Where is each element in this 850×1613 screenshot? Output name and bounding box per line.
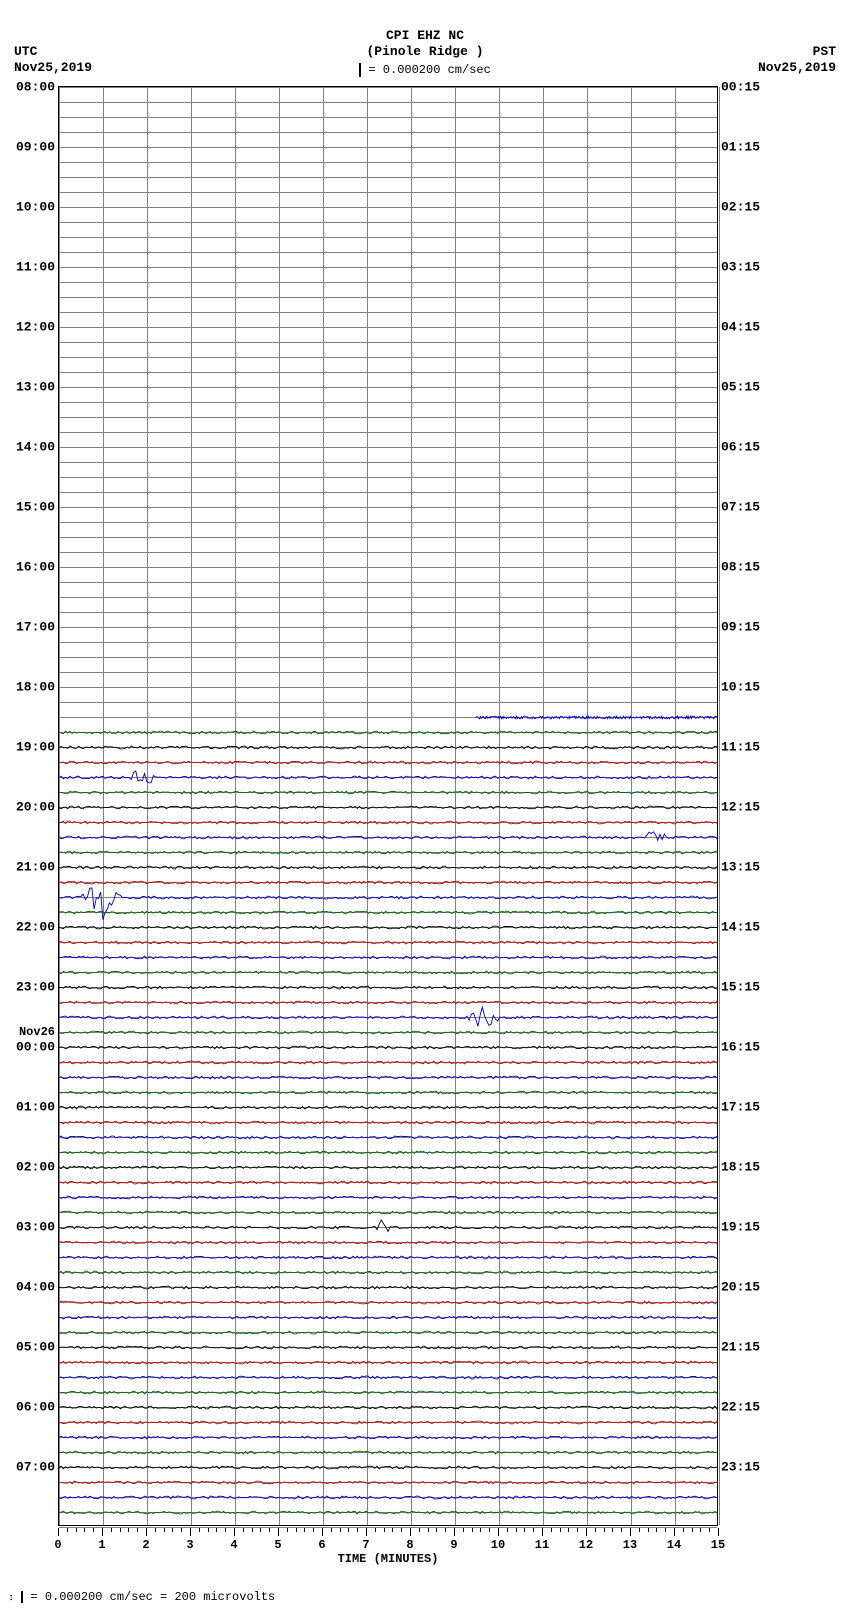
utc-time-label: 14:00 [16,440,55,455]
pst-time-label: 06:15 [721,440,760,455]
x-tick-label: 6 [318,1538,325,1552]
pst-time-label: 18:15 [721,1160,760,1175]
station-location: (Pinole Ridge ) [0,44,850,60]
x-tick-label: 14 [667,1538,681,1552]
pst-time-label: 14:15 [721,920,760,935]
utc-time-label: 02:00 [16,1160,55,1175]
utc-time-label: 03:00 [16,1220,55,1235]
utc-time-label: 21:00 [16,860,55,875]
pst-time-label: 22:15 [721,1400,760,1415]
pst-time-label: 08:15 [721,560,760,575]
utc-time-label: 08:00 [16,80,55,95]
utc-time-label: 18:00 [16,680,55,695]
utc-time-label: 16:00 [16,560,55,575]
utc-time-label: 20:00 [16,800,55,815]
x-tick-label: 3 [186,1538,193,1552]
x-tick-label: 12 [579,1538,593,1552]
utc-time-label: 19:00 [16,740,55,755]
utc-time-label: 10:00 [16,200,55,215]
pst-time-label: 11:15 [721,740,760,755]
timezone-right: PST [813,44,836,59]
x-tick-label: 15 [711,1538,725,1552]
utc-time-label: 07:00 [16,1460,55,1475]
chart-header: CPI EHZ NC (Pinole Ridge ) = 0.000200 cm… [0,0,850,77]
pst-time-label: 13:15 [721,860,760,875]
pst-time-label: 23:15 [721,1460,760,1475]
x-tick-label: 4 [230,1538,237,1552]
pst-time-label: 15:15 [721,980,760,995]
x-tick-label: 2 [142,1538,149,1552]
pst-time-label: 20:15 [721,1280,760,1295]
utc-time-label: 09:00 [16,140,55,155]
utc-time-label: 13:00 [16,380,55,395]
pst-time-label: 10:15 [721,680,760,695]
utc-time-label: 17:00 [16,620,55,635]
x-tick-label: 0 [54,1538,61,1552]
timezone-left: UTC [14,44,37,59]
pst-time-label: 02:15 [721,200,760,215]
utc-time-label: 06:00 [16,1400,55,1415]
utc-time-label: 00:00 [16,1040,55,1055]
utc-time-label: 04:00 [16,1280,55,1295]
pst-time-label: 17:15 [721,1100,760,1115]
day-change-label: Nov26 [19,1025,55,1039]
x-tick-label: 10 [491,1538,505,1552]
x-tick-label: 8 [406,1538,413,1552]
utc-time-label: 23:00 [16,980,55,995]
utc-time-label: 05:00 [16,1340,55,1355]
utc-time-label: 12:00 [16,320,55,335]
seismogram-plot: 08:0009:0010:0011:0012:0013:0014:0015:00… [58,86,718,1526]
utc-time-label: 15:00 [16,500,55,515]
pst-time-label: 01:15 [721,140,760,155]
pst-time-label: 12:15 [721,800,760,815]
pst-time-label: 05:15 [721,380,760,395]
date-right: Nov25,2019 [758,60,836,75]
pst-time-label: 19:15 [721,1220,760,1235]
header-scale-note: = 0.000200 cm/sec [0,63,850,77]
pst-time-label: 04:15 [721,320,760,335]
pst-time-label: 00:15 [721,80,760,95]
station-code: CPI EHZ NC [0,28,850,44]
pst-time-label: 16:15 [721,1040,760,1055]
pst-time-label: 21:15 [721,1340,760,1355]
x-tick-label: 1 [98,1538,105,1552]
x-tick-label: 13 [623,1538,637,1552]
pst-time-label: 09:15 [721,620,760,635]
utc-time-label: 11:00 [16,260,55,275]
x-tick-label: 7 [362,1538,369,1552]
x-tick-label: 9 [450,1538,457,1552]
x-tick-label: 11 [535,1538,549,1552]
utc-time-label: 01:00 [16,1100,55,1115]
utc-time-label: 22:00 [16,920,55,935]
pst-time-label: 03:15 [721,260,760,275]
footer-scale: ↕ = 0.000200 cm/sec = 200 microvolts [8,1590,275,1604]
pst-time-label: 07:15 [721,500,760,515]
x-axis: TIME (MINUTES) 0123456789101112131415 [58,1528,718,1568]
x-tick-label: 5 [274,1538,281,1552]
x-axis-title: TIME (MINUTES) [58,1552,718,1566]
seismogram-container: CPI EHZ NC (Pinole Ridge ) = 0.000200 cm… [0,0,850,1613]
date-left: Nov25,2019 [14,60,92,75]
